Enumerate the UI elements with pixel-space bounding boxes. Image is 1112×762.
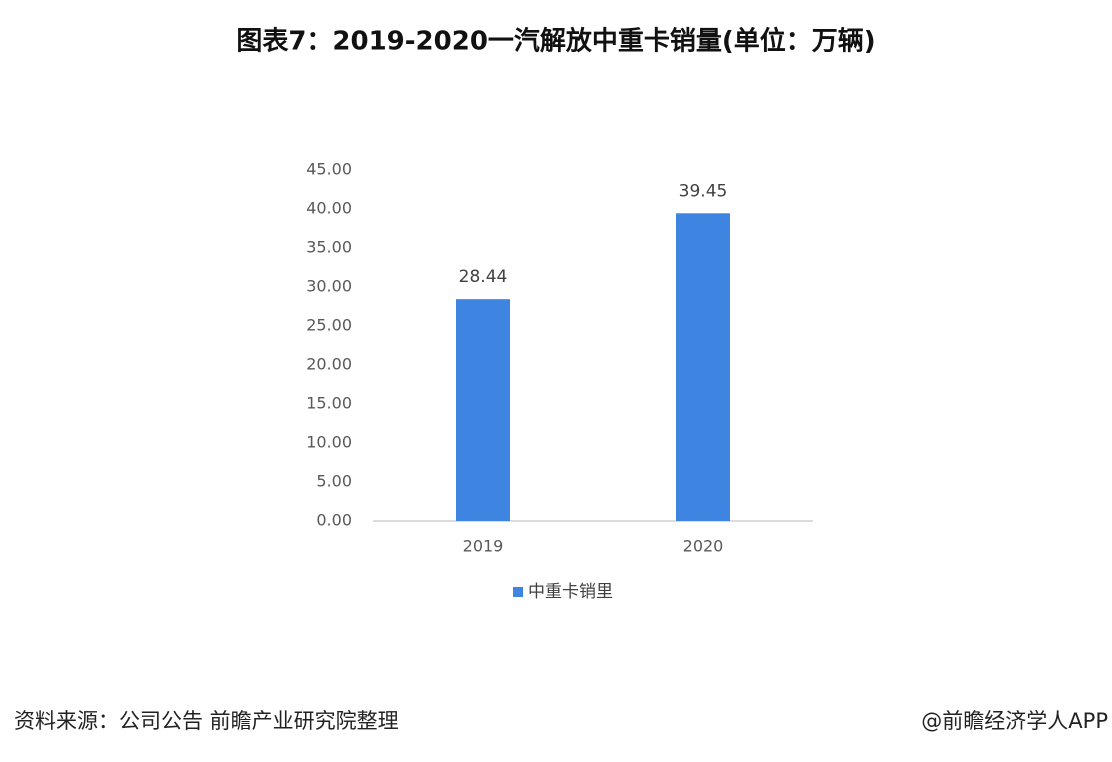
x-tick-label: 2020 bbox=[683, 537, 724, 556]
chart-title: 图表7：2019-2020一汽解放中重卡销量(单位：万辆) bbox=[236, 26, 875, 57]
legend-label: 中重卡销里 bbox=[528, 582, 613, 602]
y-tick-label: 40.00 bbox=[306, 199, 352, 218]
y-tick-label: 10.00 bbox=[306, 433, 352, 452]
source-note: 资料来源：公司公告 前瞻产业研究院整理 bbox=[14, 709, 399, 733]
y-tick-label: 25.00 bbox=[306, 316, 352, 335]
data-label: 39.45 bbox=[679, 181, 728, 201]
y-tick-label: 5.00 bbox=[316, 472, 352, 491]
x-tick-label: 2019 bbox=[463, 537, 504, 556]
y-tick-label: 0.00 bbox=[316, 511, 352, 530]
bar bbox=[456, 299, 510, 521]
bar bbox=[676, 213, 730, 522]
y-tick-label: 15.00 bbox=[306, 394, 352, 413]
y-tick-label: 20.00 bbox=[306, 355, 352, 374]
y-tick-label: 30.00 bbox=[306, 277, 352, 296]
y-tick-label: 35.00 bbox=[306, 238, 352, 257]
legend-swatch bbox=[513, 587, 523, 597]
data-label: 28.44 bbox=[459, 267, 508, 287]
y-tick-label: 45.00 bbox=[306, 160, 352, 179]
credit: @前瞻经济学人APP bbox=[921, 709, 1108, 733]
